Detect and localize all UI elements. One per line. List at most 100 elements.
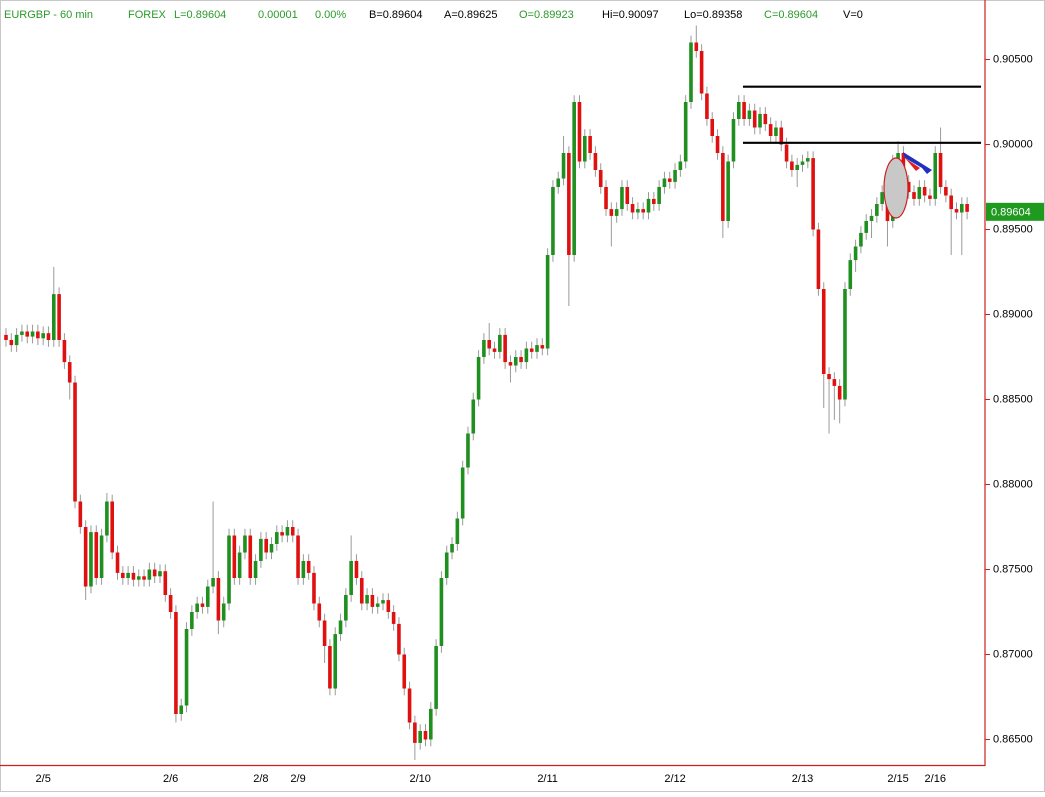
candle-body [142,576,146,580]
candle-body [349,561,353,595]
x-tick-label: 2/16 [925,773,946,785]
candle-body [211,578,215,587]
x-tick-label: 2/12 [664,773,685,785]
y-tick-label: 0.90500 [993,53,1033,65]
candle-body [179,705,184,714]
candle-body [147,569,152,580]
candle-body [880,192,884,204]
candle-body [152,569,157,577]
candle-body [784,144,789,162]
candle-body [471,399,476,434]
candle-body [657,187,661,204]
candle-body [126,572,130,578]
candle-body [837,385,842,400]
candle-body [285,527,290,536]
candle-body [747,110,752,119]
candle-body [418,731,422,743]
candle-body [556,178,561,187]
header-item: A=0.89625 [444,9,498,21]
header-item: 0.00001 [258,9,298,21]
candle-body [455,518,460,544]
candle-body [960,204,964,213]
candle-body [200,603,205,607]
candle-body [625,187,630,204]
candle-body [598,170,603,187]
candle-body [296,535,300,578]
candle-body [105,501,109,536]
candle-body [99,535,104,578]
annotation-arrow-tip [905,158,920,171]
candle-body [731,119,736,162]
candle-body [922,187,927,196]
candle-body [864,221,869,233]
candle-body [513,357,518,366]
candle-body [683,102,688,162]
candle-body [205,586,210,607]
candle-body [710,119,715,136]
candle-body [386,600,391,612]
x-tick-label: 2/15 [887,773,908,785]
candle-body [742,102,746,119]
candle-body [678,161,683,170]
candle-body [280,532,284,536]
header-item: EURGBP - 60 min [4,9,93,21]
candle-body [604,187,608,210]
candle-body [444,552,449,578]
candle-body [397,623,401,655]
candle-body [492,348,497,352]
candle-body [912,192,916,199]
header-item: B=0.89604 [369,9,423,21]
candle-body [57,294,61,340]
candle-body [407,688,412,723]
candle-body [25,331,30,337]
y-tick-label: 0.89000 [993,308,1033,320]
candle-body [800,161,805,165]
x-tick-label: 2/10 [409,773,430,785]
candle-body [62,340,67,363]
x-tick-label: 2/11 [537,773,558,785]
candle-body [667,178,672,182]
candle-body [195,603,199,612]
candle-body [227,535,231,604]
header-item: V=0 [843,9,863,21]
candle-body [816,229,821,289]
x-tick-label: 2/9 [290,773,305,785]
candle-body [136,576,141,580]
candle-body [275,532,279,544]
candle-body [582,136,587,162]
candle-body [614,209,619,216]
candle-body [439,578,444,646]
candle-body [20,331,24,335]
candle-body [121,572,125,578]
candle-body [476,357,481,400]
y-tick-label: 0.88500 [993,393,1033,405]
candle-body [248,535,253,578]
candle-body [359,578,364,604]
candle-body [174,612,178,714]
candle-body [906,181,911,193]
candle-body [365,595,369,604]
candle-body [848,260,853,289]
candle-body [843,289,847,400]
candle-body [482,340,486,357]
candle-body [869,215,874,221]
candle-body [545,255,550,349]
candle-body [736,102,741,119]
candle-body [83,527,88,587]
candle-body [508,362,513,366]
candle-body [322,620,327,646]
candle-body [67,362,72,383]
candle-body [593,153,598,170]
candle-body [375,603,380,607]
y-tick-label: 0.87500 [993,563,1033,575]
candle-body [519,357,523,363]
candle-body [811,158,815,230]
candle-body [752,110,757,128]
y-tick-label: 0.90000 [993,138,1033,150]
candle-body [630,204,635,213]
candle-body [89,532,93,587]
candle-body [821,289,826,374]
candle-body [253,561,258,578]
x-tick-label: 2/6 [163,773,178,785]
